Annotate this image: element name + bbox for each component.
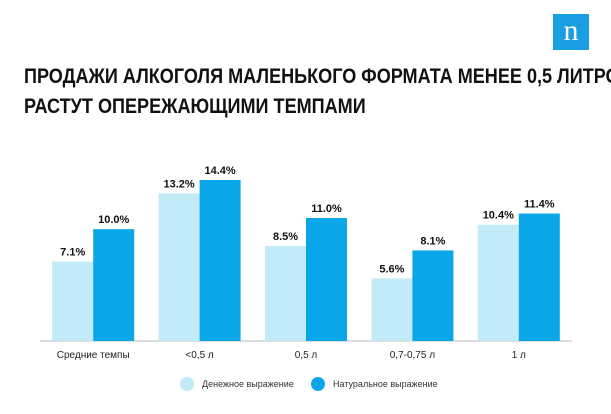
- data-label-s2-0: 10.0%: [98, 214, 129, 226]
- nielsen-logo: n: [553, 14, 589, 50]
- data-label-s1-4: 10.4%: [483, 210, 514, 222]
- data-label-s2-2: 11.0%: [311, 203, 342, 215]
- category-label-3: 0,7-0,75 л: [390, 350, 435, 361]
- data-label-s1-1: 13.2%: [163, 178, 194, 190]
- bar-s1-2: [265, 245, 306, 341]
- data-label-s1-3: 5.6%: [379, 263, 404, 275]
- data-label-s1-2: 8.5%: [273, 231, 298, 243]
- bar-s2-3: [412, 250, 454, 341]
- data-label-s1-0: 7.1%: [60, 247, 85, 259]
- chart-title: ПРОДАЖИ АЛКОГОЛЯ МАЛЕНЬКОГО ФОРМАТА МЕНЕ…: [24, 62, 611, 122]
- title-line-2: РАСТУТ ОПЕРЕЖАЮЩИМИ ТЕМПАМИ: [24, 95, 366, 118]
- category-label-4: 1 л: [512, 350, 526, 361]
- chart-legend: Денежное выражение Натуральное выражение: [0, 377, 611, 397]
- bar-s2-1: [199, 180, 241, 341]
- legend-swatch-money: [180, 377, 194, 391]
- category-label-2: 0,5 л: [295, 350, 318, 361]
- title-line-1: ПРОДАЖИ АЛКОГОЛЯ МАЛЕНЬКОГО ФОРМАТА МЕНЕ…: [24, 65, 611, 88]
- legend-label-volume: Натуральное выражение: [333, 379, 438, 389]
- bar-s2-0: [93, 229, 135, 341]
- data-label-s2-3: 8.1%: [420, 235, 445, 247]
- data-label-s2-4: 11.4%: [524, 199, 555, 211]
- category-label-0: Средние темпы: [57, 350, 130, 361]
- bar-s1-1: [158, 193, 200, 341]
- bar-s1-3: [371, 278, 413, 341]
- bar-s2-4: [518, 213, 560, 341]
- data-label-s2-1: 14.4%: [204, 165, 235, 177]
- legend-label-money: Денежное выражение: [202, 379, 294, 389]
- legend-swatch-volume: [311, 377, 325, 391]
- bar-s1-4: [477, 224, 519, 341]
- category-label-1: <0,5 л: [185, 350, 214, 361]
- legend-item-money: Денежное выражение: [180, 377, 294, 391]
- legend-item-volume: Натуральное выражение: [311, 377, 438, 391]
- bar-s2-2: [306, 218, 347, 341]
- bar-s1-0: [52, 261, 94, 341]
